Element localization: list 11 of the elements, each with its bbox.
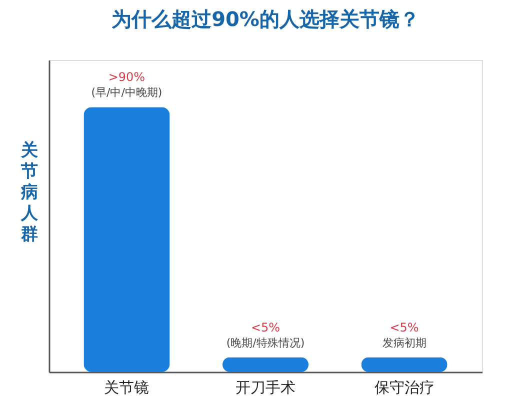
x-tick-label: 保守治疗 <box>374 378 434 396</box>
data-label: <5% <box>250 320 280 334</box>
chart-title: 为什么超过90%的人选择关节镜？ <box>112 7 420 31</box>
annotation: (早/中/中晚期) <box>91 86 162 100</box>
data-label: <5% <box>390 320 419 334</box>
annotation: 发病初期 <box>382 336 426 350</box>
data-label: >90% <box>108 70 146 84</box>
annotation: (晚期/特殊情况) <box>226 336 305 350</box>
x-tick-label: 关节镜 <box>104 378 150 396</box>
y-axis-title: 关节病人群 <box>20 140 39 244</box>
x-tick-label: 开刀手术 <box>236 378 296 396</box>
